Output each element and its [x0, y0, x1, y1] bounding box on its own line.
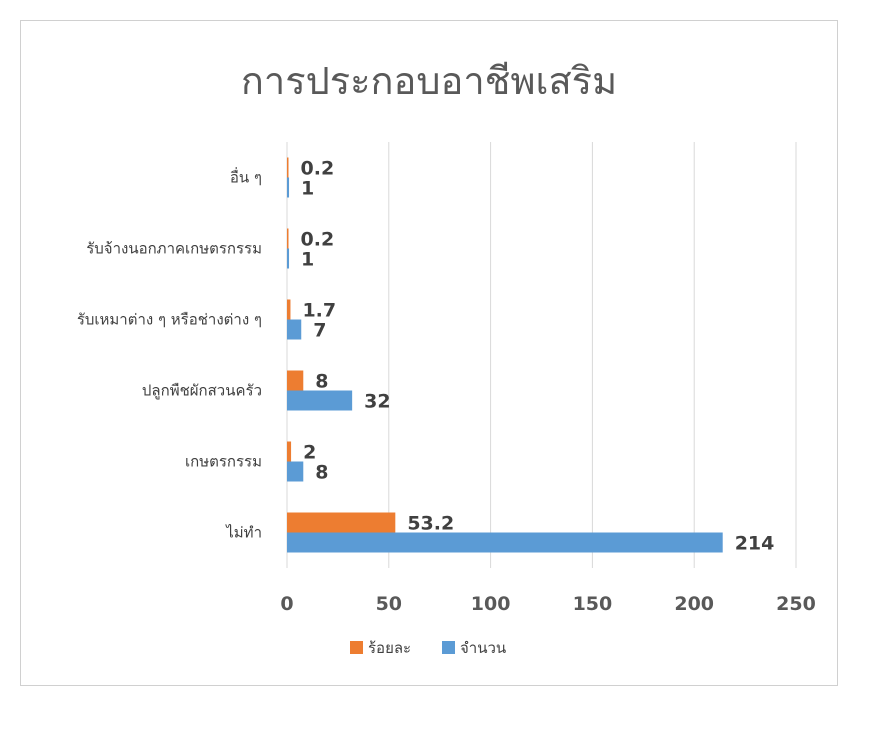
bar [287, 512, 396, 533]
bar [287, 157, 289, 178]
category-label: ปลูกพืชผักสวนครัว [142, 382, 262, 400]
bar [287, 299, 291, 320]
data-label: 0.2 [301, 229, 335, 251]
data-label: 7 [313, 320, 326, 342]
bar [287, 441, 292, 462]
bar [287, 177, 290, 198]
category-label: เกษตรกรรม [185, 453, 262, 471]
bar [287, 228, 289, 249]
category-label: อื่น ๆ [230, 167, 262, 187]
x-tick-label: 0 [280, 593, 293, 615]
chart-frame [20, 20, 838, 686]
data-label: 2 [303, 442, 316, 464]
data-label: 0.2 [301, 158, 335, 180]
data-label: 8 [315, 371, 328, 393]
bar [287, 532, 723, 553]
bar [287, 248, 290, 269]
data-label: 53.2 [407, 513, 454, 535]
data-label: 214 [735, 533, 775, 555]
x-tick-label: 100 [471, 593, 511, 615]
data-label: 8 [315, 462, 328, 484]
data-label: 1 [301, 178, 314, 200]
category-label: ไม่ทำ [225, 524, 262, 542]
x-tick-label: 150 [573, 593, 613, 615]
data-label: 32 [364, 391, 390, 413]
legend-swatch [442, 641, 455, 654]
bar [287, 461, 304, 482]
data-label: 1 [301, 249, 314, 271]
bar [287, 319, 302, 340]
x-tick-label: 50 [376, 593, 402, 615]
chart-title: การประกอบอาชีพเสริม [240, 59, 618, 103]
x-tick-label: 250 [776, 593, 816, 615]
category-label: รับเหมาต่าง ๆ หรือช่างต่าง ๆ [77, 311, 262, 329]
x-tick-label: 200 [674, 593, 714, 615]
category-label: รับจ้างนอกภาคเกษตรกรรม [86, 240, 262, 258]
legend-label: จำนวน [460, 639, 506, 657]
legend-label: ร้อยละ [368, 639, 411, 657]
data-label: 1.7 [302, 300, 336, 322]
bar [287, 390, 353, 411]
bar [287, 370, 304, 391]
legend-swatch [350, 641, 363, 654]
